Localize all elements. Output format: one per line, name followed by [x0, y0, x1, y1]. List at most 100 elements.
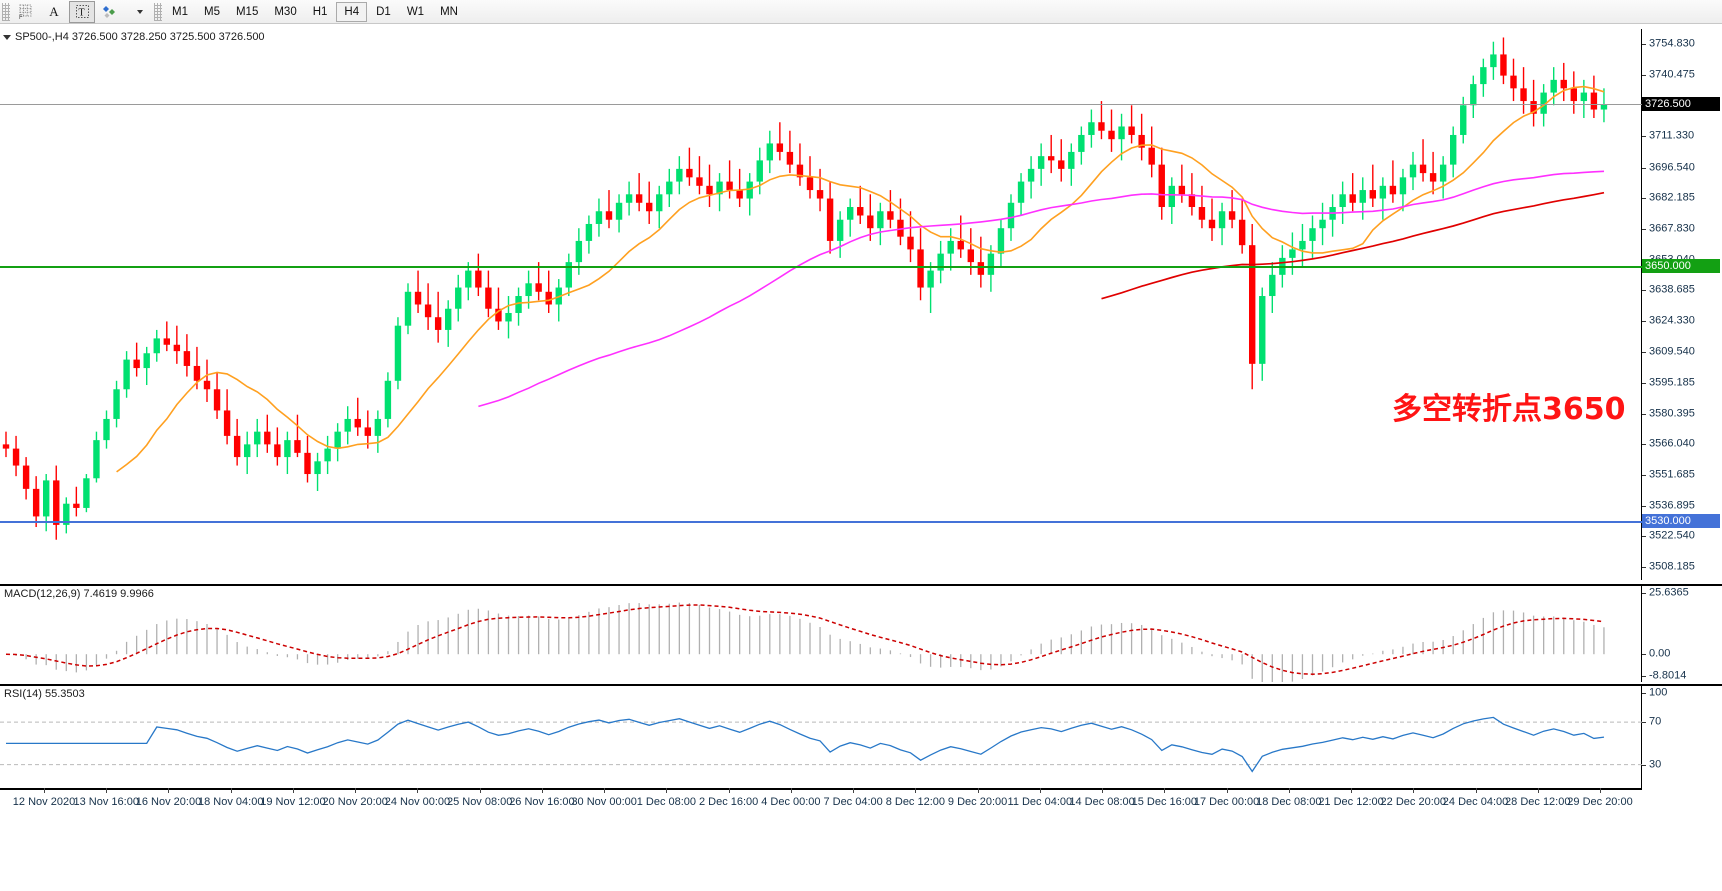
macd-axis[interactable]: 25.6365 0.00 -8.8014	[1642, 586, 1722, 682]
price-axis-tick	[1642, 474, 1646, 476]
timeframe-m1[interactable]: M1	[172, 5, 188, 18]
timeframe-h1[interactable]: H1	[312, 5, 328, 18]
price-axis-label: 3740.475	[1649, 68, 1695, 81]
drawing-tools-group: F A T	[12, 0, 152, 24]
price-tag-blue: 3530.000	[1642, 513, 1720, 528]
time-axis-label: 26 Nov 16:00	[509, 796, 575, 808]
price-axis[interactable]: 3754.830 3740.475 3711.330 3696.540 3682.185…	[1642, 29, 1722, 580]
price-axis-label: 3551.685	[1649, 468, 1695, 481]
timeframe-d1[interactable]: D1	[376, 5, 391, 18]
price-axis-tick	[1642, 198, 1646, 200]
price-axis-tick	[1642, 444, 1646, 446]
timeframe-m30[interactable]: M30	[274, 5, 297, 18]
time-axis-tick	[106, 788, 108, 793]
price-axis-tick	[1642, 506, 1646, 508]
rsi-svg	[0, 716, 1642, 773]
rsi-axis-label: 30	[1649, 758, 1662, 771]
time-axis-label: 28 Dec 12:00	[1505, 796, 1571, 808]
price-level-line-blue	[0, 520, 1642, 523]
time-axis-tick	[1288, 788, 1290, 793]
time-axis-label: 21 Dec 12:00	[1318, 796, 1384, 808]
price-axis-tick	[1642, 44, 1646, 46]
price-axis-label: 3508.185	[1649, 560, 1695, 573]
macd-axis-label: 25.6365	[1649, 586, 1689, 599]
price-axis-tick	[1642, 290, 1646, 292]
time-axis-label: 4 Dec 00:00	[761, 796, 821, 808]
macd-axis-tick	[1642, 676, 1646, 678]
grid-toggle-icon[interactable]: F	[13, 1, 39, 23]
macd-svg	[5, 602, 1605, 682]
rsi-axis-label: 100	[1649, 686, 1668, 699]
price-axis-tick	[1642, 136, 1646, 138]
price-axis-tick	[1642, 167, 1646, 169]
time-axis-label: 7 Dec 04:00	[823, 796, 883, 808]
time-axis-label: 11 Dec 04:00	[1007, 796, 1073, 808]
time-axis-line	[0, 788, 1642, 790]
price-axis-label: 3536.895	[1649, 499, 1695, 512]
time-axis-tick	[728, 788, 730, 793]
price-axis-tick	[1642, 536, 1646, 538]
macd-plot[interactable]: MACD(12,26,9) 7.4619 9.9966	[0, 586, 1642, 682]
text-label-icon[interactable]: A	[49, 3, 59, 19]
rsi-label: RSI(14) 55.3503	[4, 688, 85, 700]
time-axis-tick	[168, 788, 170, 793]
price-plot[interactable]: SP500-,H4 3726.500 3728.250 3725.500 372…	[0, 29, 1642, 580]
rsi-axis[interactable]: 100 70 30	[1642, 686, 1722, 788]
objects-dropdown-caret[interactable]	[125, 1, 151, 23]
time-axis-tick	[666, 788, 668, 793]
time-axis-label: 15 Dec 16:00	[1131, 796, 1198, 808]
price-axis-tick	[1642, 320, 1646, 322]
time-axis-tick	[790, 788, 792, 793]
macd-panel[interactable]: MACD(12,26,9) 7.4619 9.9966 25.6365 0.00 -…	[0, 584, 1722, 682]
objects-icon[interactable]	[97, 1, 123, 23]
rsi-plot[interactable]: RSI(14) 55.3503	[0, 686, 1642, 788]
timeframe-group: M1 M5 M15 M30 H1 H4 D1 W1 MN	[164, 0, 466, 24]
macd-axis-label: -8.8014	[1649, 669, 1687, 682]
time-axis-tick	[1537, 788, 1539, 793]
time-axis-label: 9 Dec 20:00	[947, 796, 1008, 808]
time-axis-tick	[915, 788, 917, 793]
macd-axis-tick	[1642, 654, 1646, 656]
text-box-icon[interactable]: T	[69, 0, 95, 23]
rsi-panel[interactable]: RSI(14) 55.3503 100 70 30	[0, 684, 1722, 788]
price-level-line-cur	[0, 104, 1642, 106]
rsi-axis-tick	[1642, 722, 1646, 724]
time-axis-label: 25 Nov 08:00	[446, 796, 513, 808]
price-axis-label: 3682.185	[1649, 191, 1695, 204]
svg-text:T: T	[78, 8, 84, 19]
price-tag-green: 3650.000	[1642, 259, 1720, 274]
price-axis-label: 3595.185	[1649, 376, 1695, 389]
time-axis-tick	[1102, 788, 1104, 793]
price-candles-svg	[2, 37, 1608, 540]
time-axis-tick	[230, 788, 232, 793]
price-tag-cur: 3726.500	[1642, 97, 1720, 112]
rsi-axis-label: 70	[1649, 715, 1662, 728]
time-axis-tick	[1413, 788, 1415, 793]
time-axis-tick	[44, 788, 45, 793]
price-axis-label: 3696.540	[1649, 161, 1695, 174]
time-axis[interactable]: 12 Nov 2020 13 Nov 16:00 16 Nov 20:00 18 No…	[0, 788, 1722, 891]
price-axis-label: 3624.330	[1649, 314, 1695, 327]
time-axis-label: 24 Nov 00:00	[384, 796, 451, 808]
toolbar-grip-1[interactable]	[2, 2, 10, 21]
timeframe-m5[interactable]: M5	[203, 5, 220, 18]
macd-label: MACD(12,26,9) 7.4619 9.9966	[4, 588, 154, 600]
toolbar-grip-2[interactable]	[154, 2, 162, 21]
time-axis-label: 24 Dec 04:00	[1442, 796, 1509, 808]
chart-menu-caret-icon[interactable]	[3, 34, 11, 40]
price-panel[interactable]: SP500-,H4 3726.500 3728.250 3725.500 372…	[0, 29, 1722, 580]
price-axis-label: 3667.830	[1649, 222, 1695, 235]
time-axis-label: 18 Dec 08:00	[1256, 796, 1322, 808]
timeframe-w1[interactable]: W1	[406, 5, 425, 18]
time-axis-label: 20 Nov 20:00	[322, 796, 388, 808]
rsi-axis-tick	[1642, 764, 1646, 766]
time-axis-tick	[479, 788, 481, 793]
timeframe-m15[interactable]: M15	[235, 5, 259, 18]
time-axis-label: 13 Nov 16:00	[73, 796, 139, 808]
timeframe-h4[interactable]: H4	[336, 1, 368, 22]
price-axis-tick	[1642, 228, 1646, 230]
timeframe-mn[interactable]: MN	[440, 5, 458, 18]
time-axis-tick	[355, 788, 357, 793]
time-axis-label: 22 Dec 20:00	[1380, 796, 1446, 808]
macd-axis-tick	[1642, 593, 1646, 594]
